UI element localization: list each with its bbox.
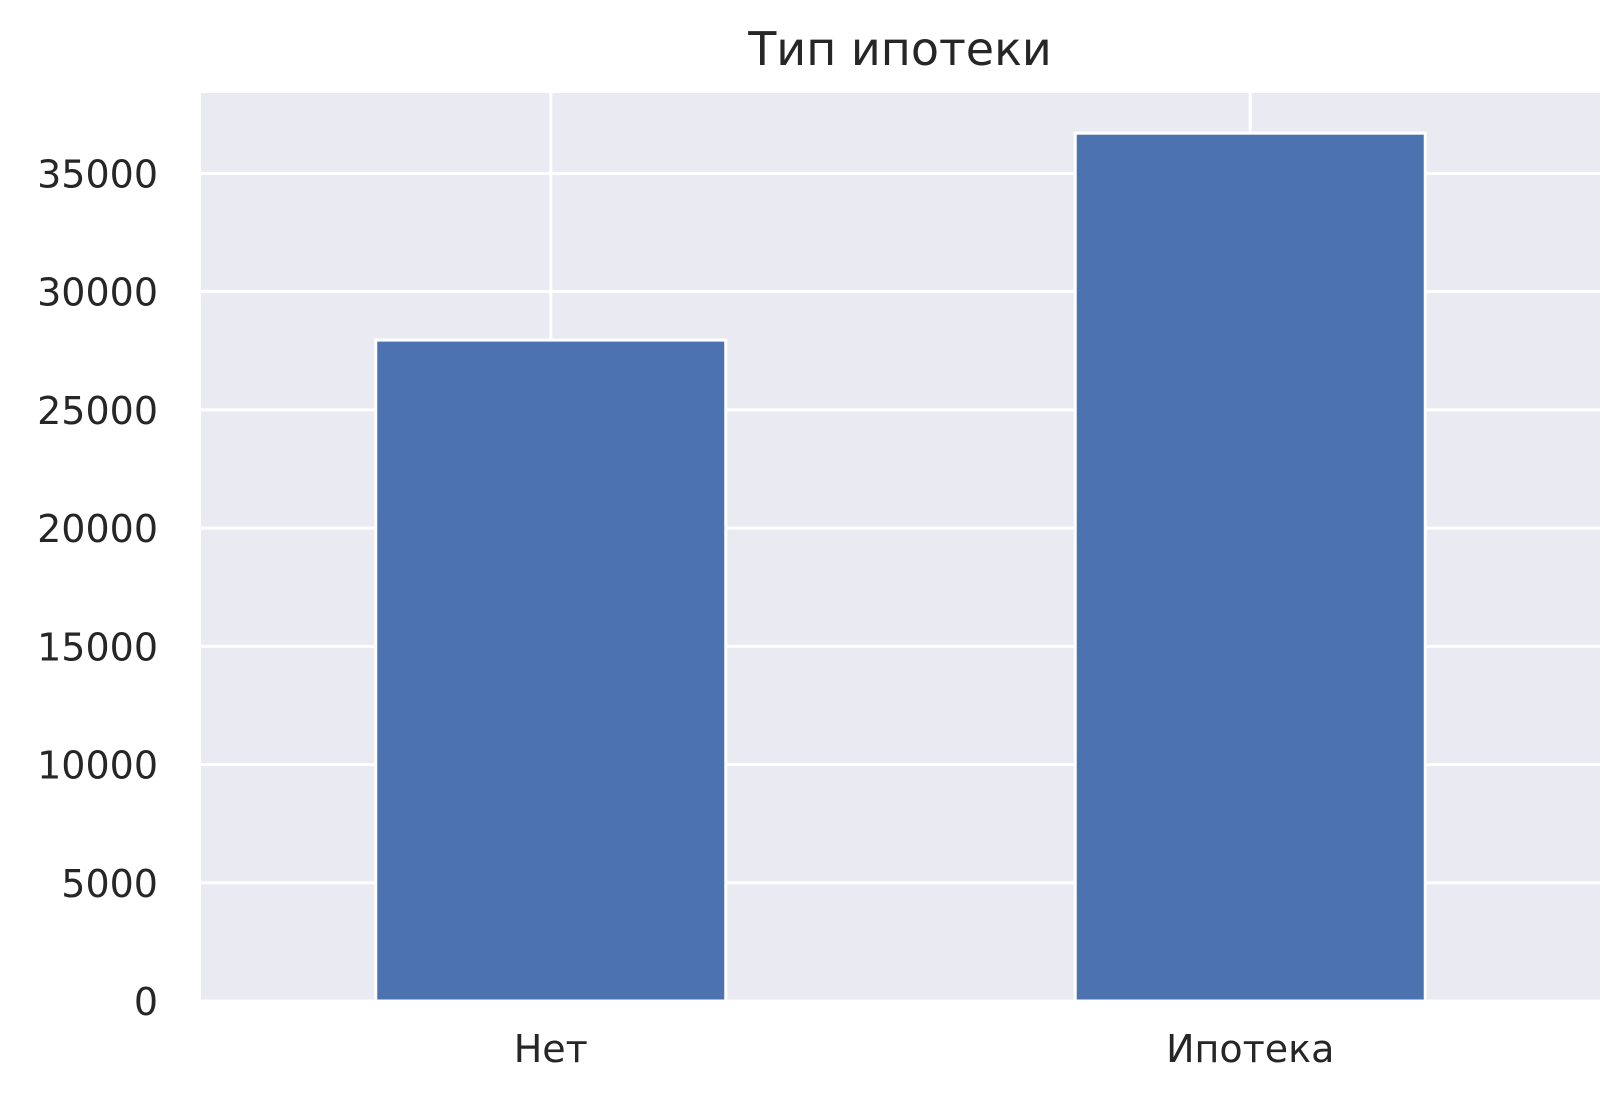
x-tick-label: Нет bbox=[514, 1027, 588, 1071]
y-tick-label: 10000 bbox=[37, 744, 158, 788]
x-tick-label: Ипотека bbox=[1166, 1027, 1334, 1071]
y-tick-label: 15000 bbox=[37, 625, 158, 669]
y-tick-label: 35000 bbox=[37, 152, 158, 196]
y-tick-label: 5000 bbox=[61, 862, 158, 906]
y-tick-label: 25000 bbox=[37, 389, 158, 433]
bar-2 bbox=[1073, 131, 1427, 1003]
y-tick-label: 30000 bbox=[37, 271, 158, 315]
y-axis: 0 5000 10000 15000 20000 25000 30000 35000 bbox=[37, 152, 158, 1024]
x-axis: Нет Ипотека bbox=[514, 1027, 1335, 1071]
chart-title: Тип ипотеки bbox=[747, 22, 1052, 76]
bar-1 bbox=[374, 338, 728, 1003]
y-tick-label: 20000 bbox=[37, 507, 158, 551]
y-tick-label: 0 bbox=[134, 980, 158, 1024]
bars bbox=[374, 131, 1427, 1003]
